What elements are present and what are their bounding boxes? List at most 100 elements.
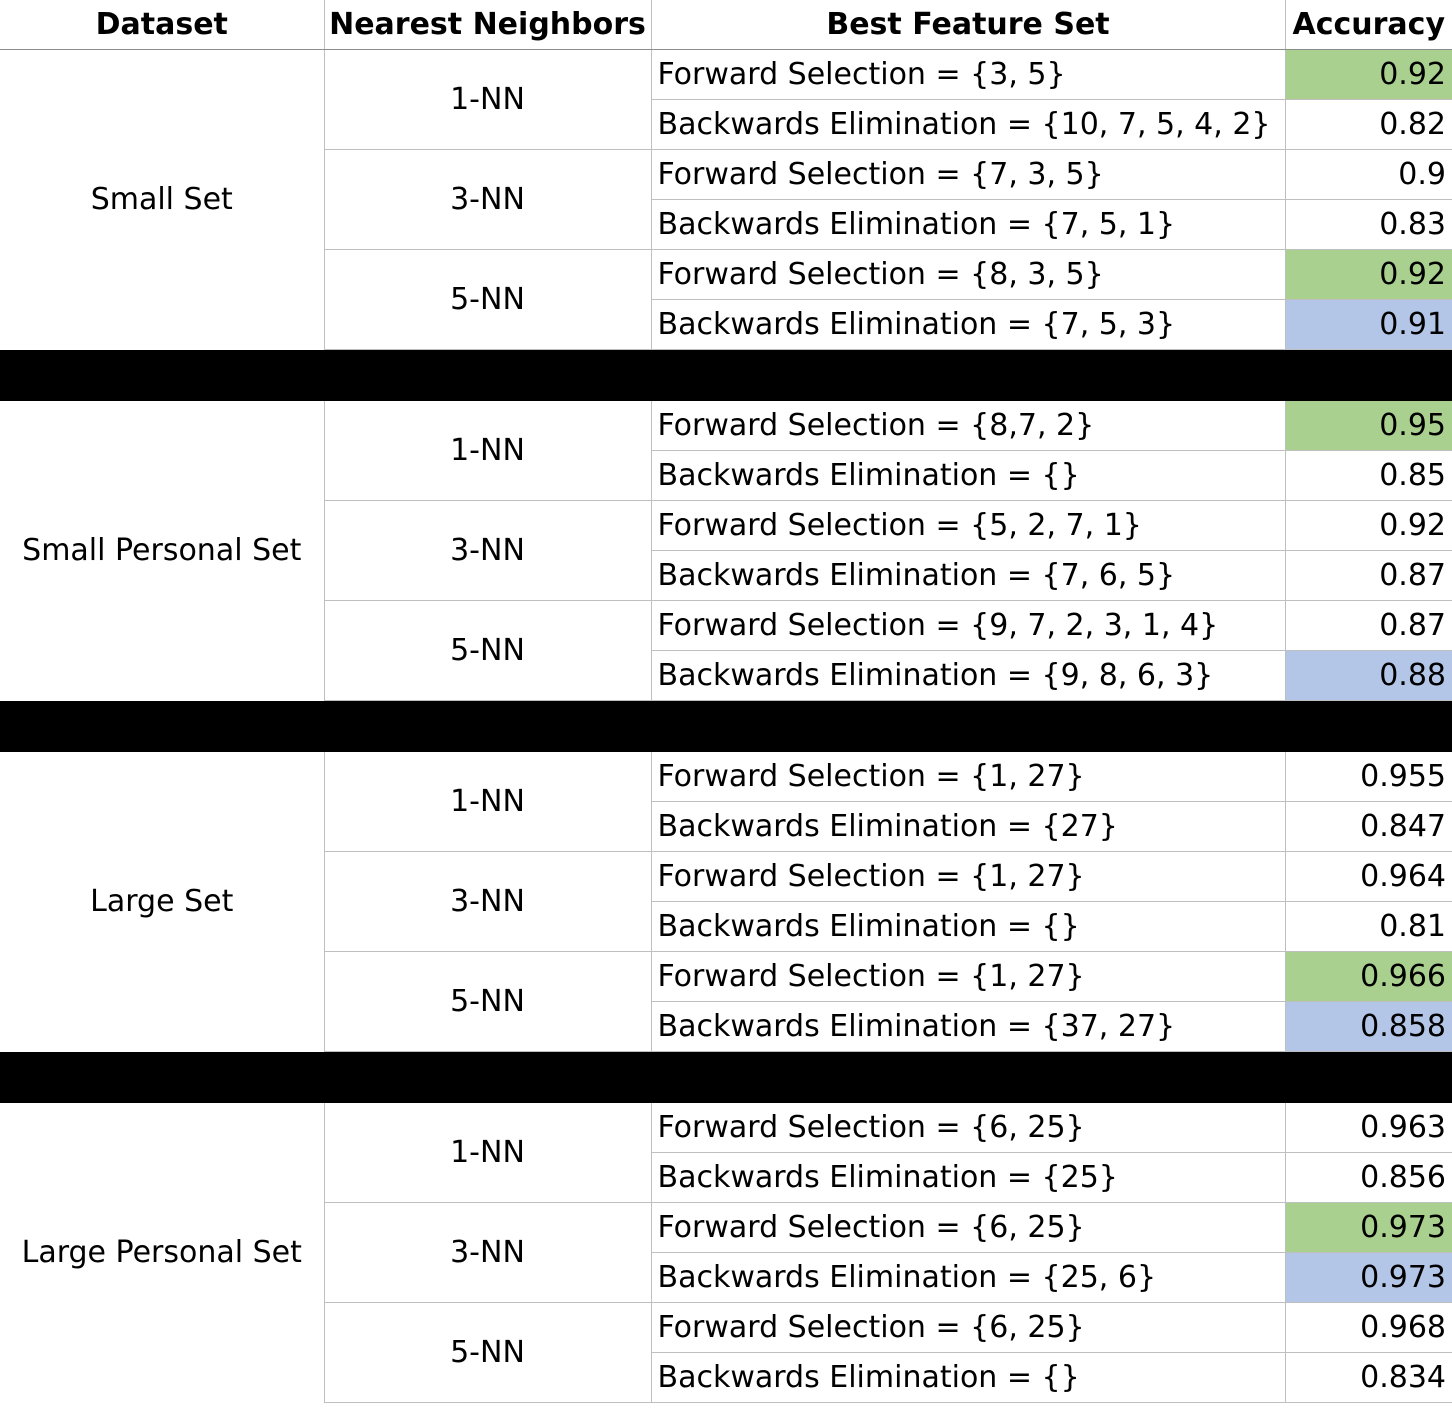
feature-set-cell: Forward Selection = {1, 27} [651, 751, 1286, 802]
feature-set-cell: Backwards Elimination = {7, 5, 3} [651, 299, 1286, 350]
feature-set-cell: Backwards Elimination = {10, 7, 5, 4, 2} [651, 99, 1286, 150]
accuracy-cell: 0.87 [1285, 550, 1452, 601]
table-row: Small Set 1-NN Forward Selection = {3, 5… [0, 49, 1452, 350]
accuracy-cell: 0.82 [1285, 99, 1452, 150]
table-row: Small Personal Set 1-NN Forward Selectio… [0, 400, 1452, 701]
accuracy-cell: 0.955 [1285, 751, 1452, 802]
neighbors-cell: 3-NN [324, 851, 652, 952]
header-row: Dataset Nearest Neighbors Best Feature S… [0, 0, 1452, 50]
table-row: 5-NN Forward Selection = {8, 3, 5} 0.92 [0, 249, 1452, 350]
feature-set-cell: Backwards Elimination = {7, 5, 1} [651, 199, 1286, 250]
table-row: 3-NN Forward Selection = {7, 3, 5} 0.9 [0, 149, 1452, 250]
accuracy-cell: 0.973 [1285, 1252, 1452, 1303]
accuracy-cell: 0.92 [1285, 249, 1452, 300]
feature-set-cell: Backwards Elimination = {} [651, 901, 1286, 952]
neighbors-cell: 1-NN [324, 751, 652, 852]
accuracy-cell: 0.9 [1285, 149, 1452, 200]
table-row: 3-NN Forward Selection = {6, 25} 0.973 [0, 1202, 1452, 1303]
feature-set-cell: Backwards Elimination = {} [651, 1352, 1286, 1403]
table-row: Large Personal Set 1-NN Forward Selectio… [0, 1102, 1452, 1403]
dataset-cell: Small Set [0, 49, 325, 350]
neighbors-cell: 5-NN [324, 249, 652, 350]
table-row: Backwards Elimination = {10, 7, 5, 4, 2}… [0, 99, 1452, 150]
dataset-cell: Large Set [0, 751, 325, 1052]
table-row: Backwards Elimination = {25} 0.856 [0, 1152, 1452, 1203]
table-row: 5-NN Forward Selection = {1, 27} 0.966 [0, 951, 1452, 1052]
neighbors-cell: 3-NN [324, 149, 652, 250]
table-row: Backwards Elimination = {7, 6, 5} 0.87 [0, 550, 1452, 601]
accuracy-cell: 0.85 [1285, 450, 1452, 501]
neighbors-cell: 5-NN [324, 600, 652, 701]
table-row: 3-NN Forward Selection = {5, 2, 7, 1} 0.… [0, 500, 1452, 601]
table-row: Backwards Elimination = {27} 0.847 [0, 801, 1452, 852]
feature-set-cell: Backwards Elimination = {27} [651, 801, 1286, 852]
table-row: Backwards Elimination = {} 0.81 [0, 901, 1452, 952]
feature-set-cell: Forward Selection = {9, 7, 2, 3, 1, 4} [651, 600, 1286, 651]
neighbors-cell: 1-NN [324, 400, 652, 501]
accuracy-cell: 0.964 [1285, 851, 1452, 902]
accuracy-cell: 0.966 [1285, 951, 1452, 1002]
feature-set-cell: Backwards Elimination = {25, 6} [651, 1252, 1286, 1303]
feature-set-cell: Backwards Elimination = {25} [651, 1152, 1286, 1203]
feature-set-cell: Forward Selection = {8,7, 2} [651, 400, 1286, 451]
neighbors-cell: 1-NN [324, 1102, 652, 1203]
accuracy-cell: 0.968 [1285, 1302, 1452, 1353]
separator-bar [0, 700, 1452, 752]
feature-set-cell: Backwards Elimination = {} [651, 450, 1286, 501]
header-nearest-neighbors: Nearest Neighbors [324, 0, 652, 50]
table-row: 5-NN Forward Selection = {9, 7, 2, 3, 1,… [0, 600, 1452, 701]
table-row: Backwards Elimination = {} 0.834 [0, 1352, 1452, 1403]
table-row: Backwards Elimination = {9, 8, 6, 3} 0.8… [0, 650, 1452, 701]
table-row: 5-NN Forward Selection = {6, 25} 0.968 [0, 1302, 1452, 1403]
neighbors-cell: 1-NN [324, 49, 652, 150]
accuracy-cell: 0.834 [1285, 1352, 1452, 1403]
separator-bar [0, 1051, 1452, 1103]
feature-set-cell: Backwards Elimination = {9, 8, 6, 3} [651, 650, 1286, 701]
neighbors-cell: 5-NN [324, 1302, 652, 1403]
accuracy-cell: 0.83 [1285, 199, 1452, 250]
table-row: 3-NN Forward Selection = {1, 27} 0.964 [0, 851, 1452, 952]
neighbors-cell: 3-NN [324, 500, 652, 601]
accuracy-cell: 0.858 [1285, 1001, 1452, 1052]
feature-set-cell: Forward Selection = {1, 27} [651, 851, 1286, 902]
feature-set-cell: Forward Selection = {6, 25} [651, 1202, 1286, 1253]
feature-set-cell: Forward Selection = {5, 2, 7, 1} [651, 500, 1286, 551]
group-separator [0, 1051, 1452, 1103]
accuracy-cell: 0.88 [1285, 650, 1452, 701]
separator-bar [0, 349, 1452, 401]
feature-set-cell: Forward Selection = {7, 3, 5} [651, 149, 1286, 200]
accuracy-cell: 0.973 [1285, 1202, 1452, 1253]
feature-set-cell: Forward Selection = {1, 27} [651, 951, 1286, 1002]
accuracy-cell: 0.963 [1285, 1102, 1452, 1153]
feature-set-cell: Forward Selection = {6, 25} [651, 1102, 1286, 1153]
table-body: Small Set 1-NN Forward Selection = {3, 5… [0, 49, 1452, 1403]
table-row: Backwards Elimination = {7, 5, 3} 0.91 [0, 299, 1452, 350]
accuracy-cell: 0.847 [1285, 801, 1452, 852]
dataset-cell: Large Personal Set [0, 1102, 325, 1403]
accuracy-cell: 0.92 [1285, 500, 1452, 551]
feature-set-cell: Forward Selection = {6, 25} [651, 1302, 1286, 1353]
accuracy-cell: 0.81 [1285, 901, 1452, 952]
feature-set-cell: Forward Selection = {3, 5} [651, 49, 1286, 100]
neighbors-cell: 5-NN [324, 951, 652, 1052]
accuracy-cell: 0.92 [1285, 49, 1452, 100]
feature-set-cell: Backwards Elimination = {7, 6, 5} [651, 550, 1286, 601]
header-best-feature-set: Best Feature Set [651, 0, 1286, 50]
table-row: Backwards Elimination = {25, 6} 0.973 [0, 1252, 1452, 1303]
accuracy-cell: 0.856 [1285, 1152, 1452, 1203]
header-accuracy: Accuracy [1285, 0, 1452, 50]
feature-set-cell: Backwards Elimination = {37, 27} [651, 1001, 1286, 1052]
table-row: Large Set 1-NN Forward Selection = {1, 2… [0, 751, 1452, 1052]
header-dataset: Dataset [0, 0, 325, 50]
accuracy-cell: 0.95 [1285, 400, 1452, 451]
feature-set-cell: Forward Selection = {8, 3, 5} [651, 249, 1286, 300]
group-separator [0, 700, 1452, 752]
table-row: Backwards Elimination = {37, 27} 0.858 [0, 1001, 1452, 1052]
table-row: Backwards Elimination = {} 0.85 [0, 450, 1452, 501]
neighbors-cell: 3-NN [324, 1202, 652, 1303]
group-separator [0, 349, 1452, 401]
accuracy-cell: 0.87 [1285, 600, 1452, 651]
dataset-cell: Small Personal Set [0, 400, 325, 701]
table-row: Backwards Elimination = {7, 5, 1} 0.83 [0, 199, 1452, 250]
